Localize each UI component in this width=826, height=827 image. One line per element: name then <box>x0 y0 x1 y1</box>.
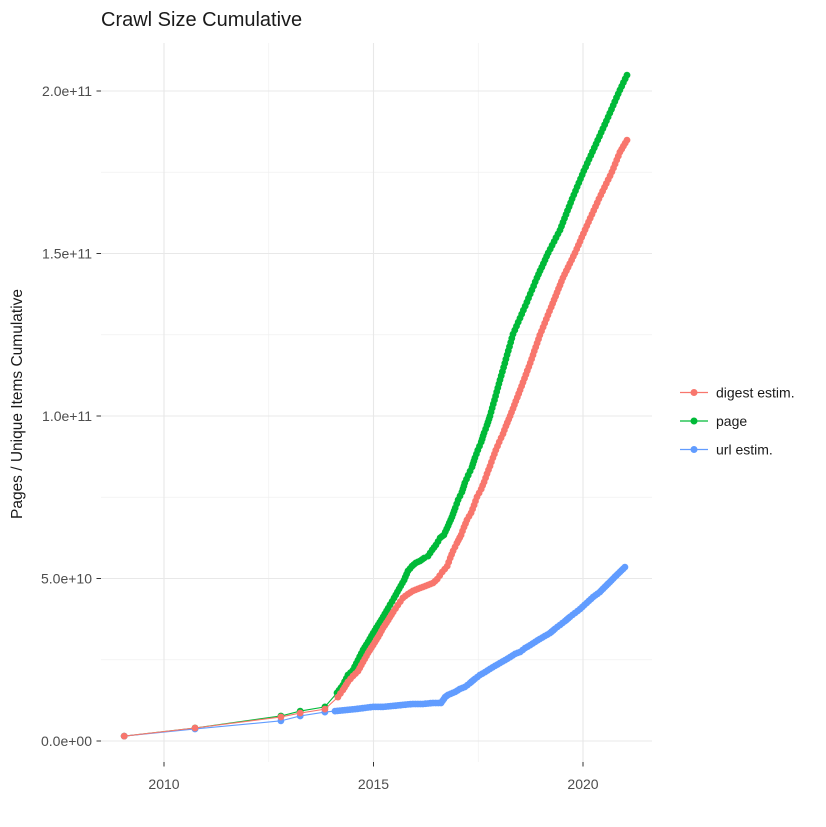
data-point <box>621 563 629 571</box>
data-point <box>120 732 128 740</box>
data-series <box>120 71 631 740</box>
chart-title: Crawl Size Cumulative <box>101 9 303 31</box>
y-tick-label: 1.0e+11 <box>42 408 92 424</box>
legend-label: page <box>716 413 747 429</box>
y-tick-label: 0.0e+00 <box>41 733 92 749</box>
legend-label: digest estim. <box>716 385 795 401</box>
gridlines <box>101 43 652 762</box>
legend-key-dot-icon <box>690 446 698 453</box>
y-tick-label: 5.0e+10 <box>41 571 92 587</box>
x-tick-label: 2015 <box>358 776 389 792</box>
legend-key-dot-icon <box>690 417 698 425</box>
axes: 0.0e+00 5.0e+10 1.0e+11 1.5e+11 2.0e+11 2010 2… <box>41 83 599 792</box>
series-digest-estim- <box>120 136 631 740</box>
legend-item: digest estim. <box>680 385 795 401</box>
data-point <box>623 71 631 79</box>
legend-item: page <box>680 413 747 429</box>
data-point <box>277 713 285 721</box>
legend: digest estim. page url estim. <box>680 385 795 458</box>
legend-item: url estim. <box>680 442 773 458</box>
x-tick-label: 2020 <box>567 776 598 792</box>
data-point <box>623 136 631 144</box>
data-point <box>191 724 199 732</box>
x-tick-label: 2010 <box>148 776 179 792</box>
data-point <box>321 705 329 713</box>
y-tick-label: 1.5e+11 <box>42 246 92 262</box>
series-url-estim- <box>120 563 629 740</box>
y-tick-label: 2.0e+11 <box>42 83 92 99</box>
data-point <box>296 709 304 717</box>
series-line <box>124 566 626 737</box>
legend-label: url estim. <box>716 442 773 458</box>
legend-key-dot-icon <box>690 389 698 396</box>
y-axis-title: Pages / Unique Items Cumulative <box>9 289 26 519</box>
